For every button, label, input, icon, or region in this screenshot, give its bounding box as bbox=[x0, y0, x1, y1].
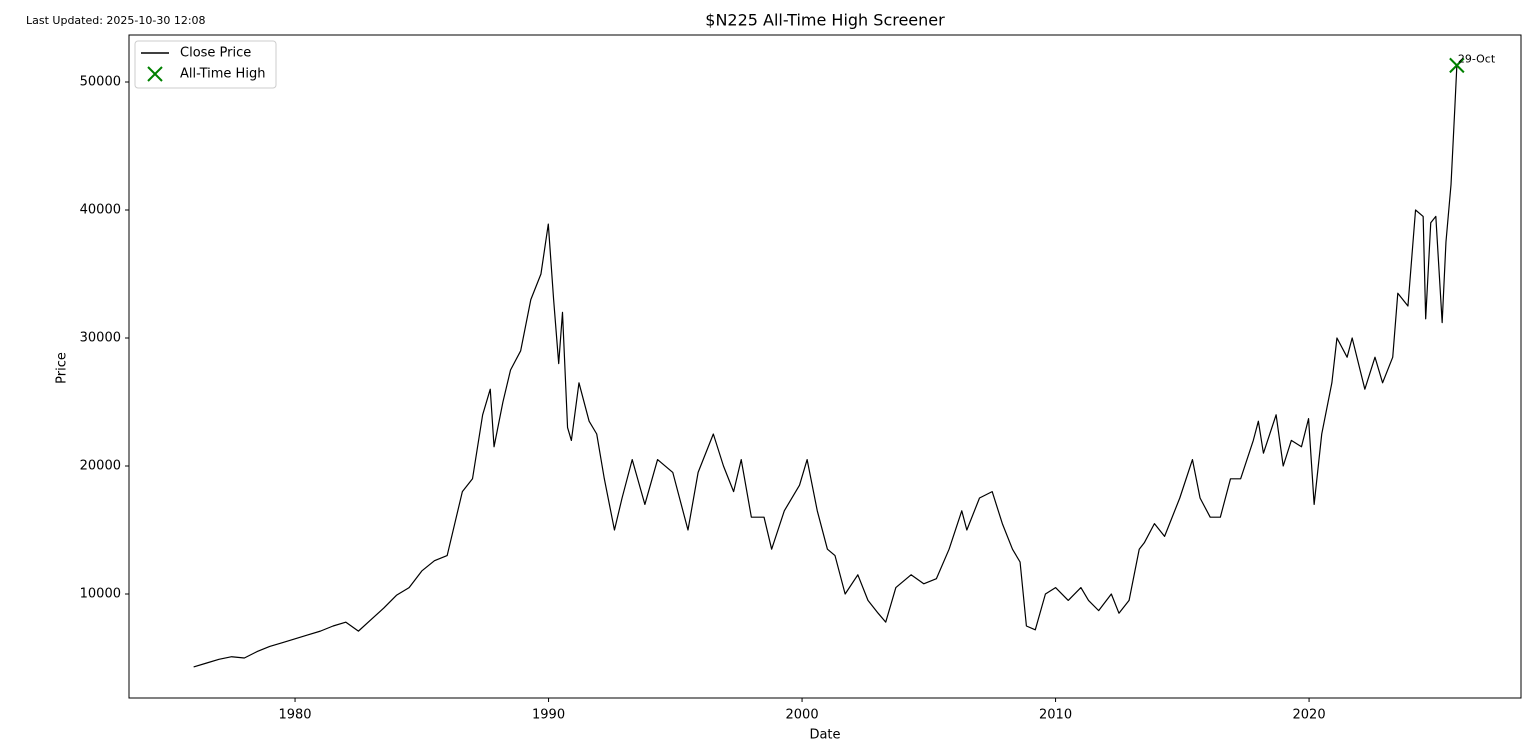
x-axis-label: Date bbox=[809, 728, 840, 743]
y-tick-label: 10000 bbox=[80, 587, 121, 602]
plot-area bbox=[128, 34, 1522, 699]
last-updated: Last Updated: 2025-10-30 12:08 bbox=[26, 14, 206, 27]
x-tick-label: 1990 bbox=[532, 708, 565, 723]
y-tick-label: 50000 bbox=[80, 75, 121, 90]
y-tick-label: 40000 bbox=[80, 203, 121, 218]
legend-label: All-Time High bbox=[180, 67, 265, 82]
legend-box bbox=[134, 40, 277, 89]
y-axis-label: Price bbox=[55, 352, 70, 384]
y-tick-label: 20000 bbox=[80, 459, 121, 474]
x-tick-label: 2010 bbox=[1039, 708, 1072, 723]
annotation: 29-Oct bbox=[1458, 52, 1496, 65]
x-tick-label: 2020 bbox=[1293, 708, 1326, 723]
legend: Close Price All-Time High bbox=[134, 40, 277, 89]
y-tick-label: 30000 bbox=[80, 331, 121, 346]
ath-marker bbox=[1449, 57, 1465, 74]
x-tick-label: 2000 bbox=[786, 708, 819, 723]
legend-swatch bbox=[147, 66, 163, 82]
price-line bbox=[193, 65, 1458, 668]
chart-title: $N225 All-Time High Screener bbox=[705, 11, 945, 30]
legend-label: Close Price bbox=[180, 46, 251, 61]
x-tick-label: 1980 bbox=[278, 708, 311, 723]
